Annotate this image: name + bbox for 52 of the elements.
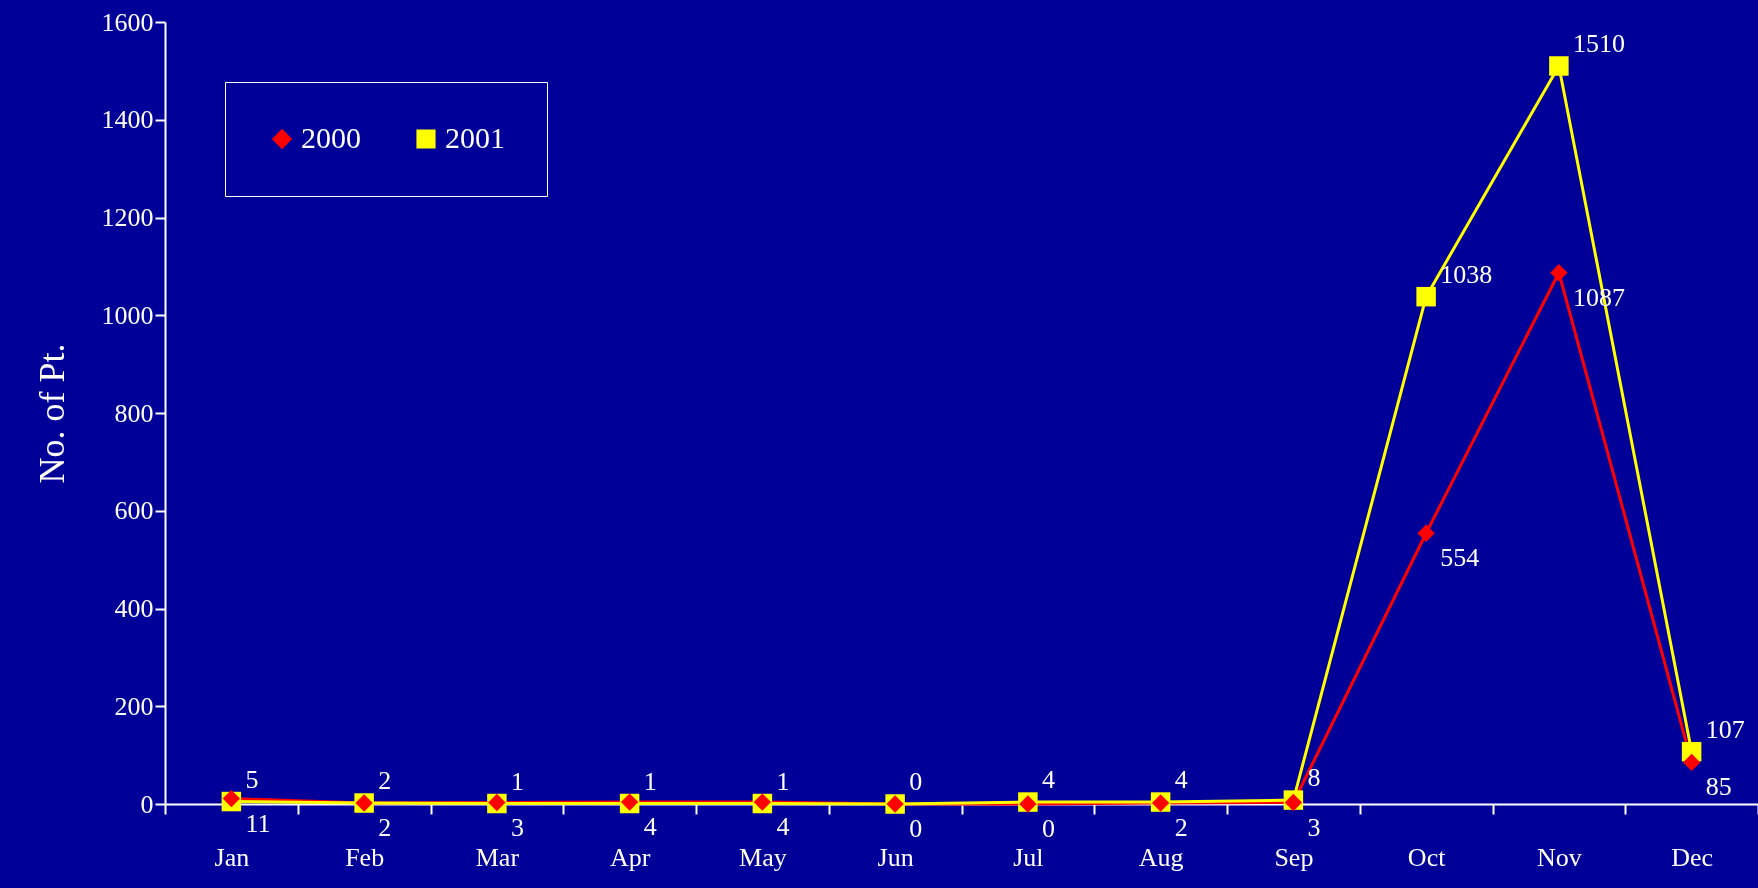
x-tick-label: Aug xyxy=(1138,842,1184,872)
x-tick-label: Nov xyxy=(1536,842,1582,872)
x-tick-label: Jan xyxy=(214,842,250,872)
data-label: 2 xyxy=(378,766,392,796)
y-tick-label: 0 xyxy=(140,789,154,819)
point xyxy=(1416,286,1436,307)
x-tick-label: Dec xyxy=(1671,842,1714,872)
x-tick-label: Oct xyxy=(1407,842,1447,872)
data-label: 4 xyxy=(643,812,657,842)
data-label: 107 xyxy=(1705,714,1745,744)
data-label: 0 xyxy=(909,767,923,796)
x-tick-label: Feb xyxy=(345,842,385,872)
data-label: 85 xyxy=(1705,772,1732,802)
data-label: 4 xyxy=(776,812,790,842)
legend-label: 2000 xyxy=(301,121,361,154)
y-tick-label: 400 xyxy=(114,594,154,623)
x-tick-label: Apr xyxy=(609,842,651,872)
y-tick-label: 600 xyxy=(114,496,154,526)
data-label: 2 xyxy=(378,813,392,843)
point xyxy=(1417,524,1435,542)
y-tick-label: 1200 xyxy=(101,203,154,232)
data-label: 3 xyxy=(1307,812,1321,842)
y-tick-label: 1400 xyxy=(101,105,154,135)
point xyxy=(1549,56,1569,76)
y-axis-title: No. of Pt. xyxy=(31,343,72,484)
y-tick-label: 1600 xyxy=(101,7,154,37)
data-label: 554 xyxy=(1440,543,1480,573)
data-label: 4 xyxy=(1041,765,1055,795)
y-tick-label: 1000 xyxy=(101,300,154,330)
point xyxy=(1682,753,1701,772)
y-tick-label: 200 xyxy=(114,691,154,721)
data-label: 1 xyxy=(776,766,790,796)
data-label: 0 xyxy=(1041,814,1055,843)
data-label: 4 xyxy=(1174,765,1188,795)
data-label: 0 xyxy=(909,814,923,843)
legend-label: 2001 xyxy=(445,121,505,154)
point xyxy=(1550,264,1568,282)
y-tick-label: 800 xyxy=(114,398,154,428)
data-label: 3 xyxy=(510,812,524,842)
data-label: 1038 xyxy=(1440,259,1493,289)
data-label: 8 xyxy=(1307,763,1321,793)
x-tick-label: Sep xyxy=(1274,842,1314,872)
x-tick-label: Jul xyxy=(1013,842,1044,872)
data-label: 11 xyxy=(245,808,271,838)
x-tick-label: May xyxy=(739,842,787,872)
data-label: 2 xyxy=(1174,813,1188,843)
x-tick-label: Jun xyxy=(877,842,914,872)
data-label: 1 xyxy=(510,766,524,796)
data-label: 1 xyxy=(643,766,657,796)
x-tick-label: Mar xyxy=(475,842,520,872)
data-label: 5 xyxy=(245,764,259,794)
data-label: 1510 xyxy=(1572,28,1625,58)
